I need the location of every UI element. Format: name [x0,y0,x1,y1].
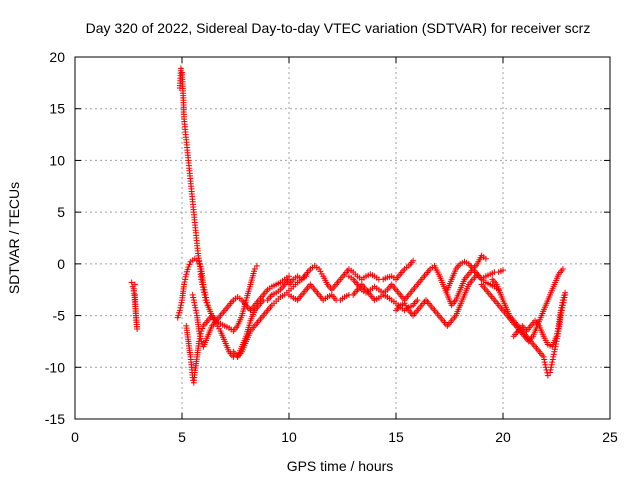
y-tick-label: -5 [53,308,66,324]
data-point-sat-a [130,285,137,292]
y-tick-label: 5 [57,204,65,220]
x-tick-label: 20 [495,429,511,445]
data-point-sat-a [128,279,135,286]
data-point-sat-e [286,273,292,280]
data-point-sat-i [482,255,489,262]
plot-frame [74,56,611,420]
data-point-sat-e [197,335,204,342]
data-point-sat-n [554,330,560,337]
axis-ticks: 0 5 10 15 20 25 -15 -10 -5 0 5 10 15 20 [45,49,618,445]
data-point-sat-c [251,266,258,272]
y-tick-label: 0 [57,256,65,272]
y-tick-label: -15 [45,411,65,427]
data-point-sat-a [131,281,138,288]
data-point-sat-c [204,299,211,306]
chart-title: Day 320 of 2022, Sidereal Day-to-day VTE… [86,20,591,36]
data-point-sat-c [200,284,207,291]
y-tick-label: 15 [49,101,65,117]
x-tick-label: 25 [602,429,618,445]
data-point-sat-k [500,267,506,274]
data-point-sat-n [562,289,569,296]
data-point-sat-e [193,310,200,316]
y-axis-label: SDTVAR / TECUs [6,182,22,294]
data-point-sat-l [559,266,566,272]
data-point-sat-c [177,302,184,309]
data-point-sat-c [202,291,209,298]
data-point-sat-e [198,338,205,345]
data-point-sat-b [177,65,184,72]
data-point-sat-e [191,302,198,309]
x-axis-label: GPS time / hours [287,458,394,474]
data-point-sat-c [185,264,192,270]
y-tick-label: 10 [49,152,65,168]
data-point-sat-e [196,328,203,335]
grid-lines [75,57,610,419]
data-points [128,65,569,386]
data-point-sat-m [542,364,549,371]
data-point-sat-c [182,273,189,280]
data-point-sat-n [558,304,565,311]
x-tick-label: 10 [281,429,297,445]
data-point-sat-m [547,366,554,373]
data-point-sat-c [186,261,193,268]
x-tick-label: 5 [178,429,186,445]
x-tick-label: 0 [71,429,79,445]
data-point-sat-g [410,257,417,264]
data-point-sat-m [544,372,551,379]
data-point-sat-m [549,359,556,366]
x-tick-label: 15 [388,429,404,445]
data-point-sat-m [550,351,557,358]
y-tick-label: 20 [49,49,65,65]
data-point-sat-m [541,359,548,366]
data-point-sat-e [190,294,197,301]
data-point-sat-h [414,297,421,304]
y-tick-label: -10 [45,359,65,375]
data-point-sat-c [253,262,260,269]
